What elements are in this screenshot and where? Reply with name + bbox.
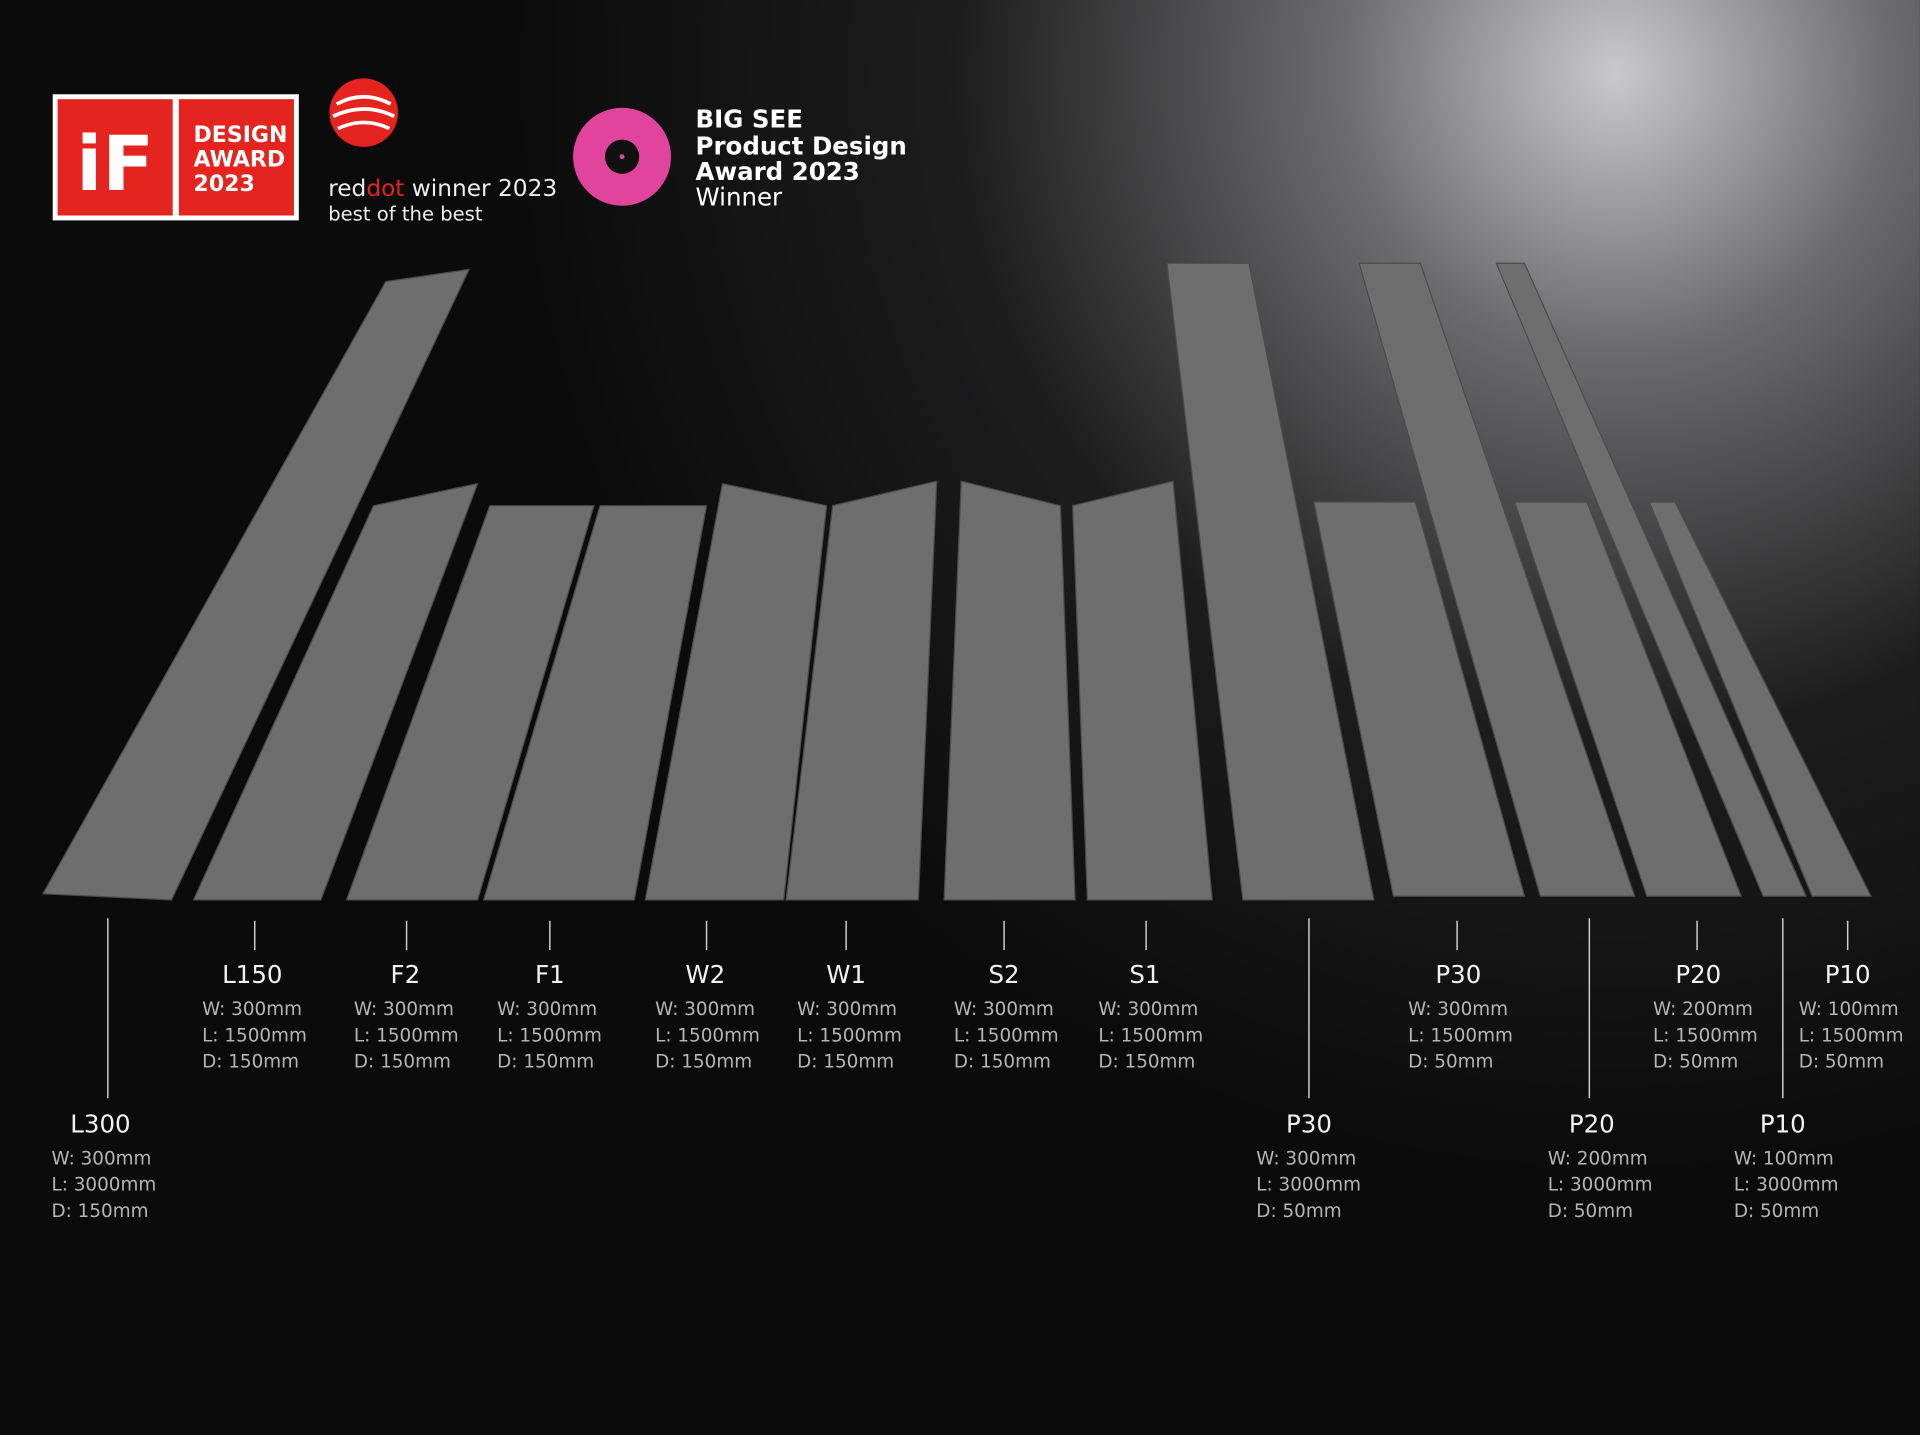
product-spec: W: 300mm <box>655 999 755 1020</box>
product-spec: D: 150mm <box>797 1052 894 1073</box>
product-name: L300 <box>70 1110 130 1139</box>
product-name: L150 <box>222 960 282 989</box>
product-spec: D: 50mm <box>1799 1052 1884 1073</box>
product-spec: D: 150mm <box>954 1052 1051 1073</box>
product-spec: D: 150mm <box>497 1052 594 1073</box>
product-spec: W: 200mm <box>1653 999 1753 1020</box>
panel <box>943 480 1076 901</box>
if-line: DESIGN <box>194 123 288 148</box>
product-spec: L: 3000mm <box>1256 1175 1361 1196</box>
big-see-line: Award 2023 <box>696 157 860 186</box>
product-name: S2 <box>989 960 1020 989</box>
product-name: S1 <box>1129 960 1160 989</box>
product-spec: D: 150mm <box>354 1052 451 1073</box>
big-see-line: Product Design <box>696 131 907 160</box>
product-spec: D: 50mm <box>1256 1201 1341 1222</box>
panel <box>41 268 471 901</box>
product-spec: L: 1500mm <box>954 1025 1059 1046</box>
reddot-dot: dot <box>366 175 404 202</box>
product-spec: L: 1500mm <box>1653 1025 1758 1046</box>
product-name: W1 <box>826 960 866 989</box>
product-spec: L: 1500mm <box>202 1025 307 1046</box>
product-spec: D: 50mm <box>1548 1201 1633 1222</box>
reddot-tagline: best of the best <box>328 202 483 225</box>
if-line: AWARD <box>194 148 286 173</box>
panel <box>1495 262 1808 897</box>
product-spec: L: 3000mm <box>51 1175 156 1196</box>
big-see-line: BIG SEE <box>696 104 803 133</box>
product-name: P30 <box>1286 1110 1332 1139</box>
product-spec: W: 300mm <box>1256 1148 1356 1169</box>
if-logo: iF <box>76 120 154 208</box>
product-name: F1 <box>535 960 565 989</box>
product-spec: W: 200mm <box>1548 1148 1648 1169</box>
product-spec: D: 150mm <box>202 1052 299 1073</box>
product-spec: W: 300mm <box>954 999 1054 1020</box>
product-spec: W: 100mm <box>1799 999 1899 1020</box>
product-spec: D: 150mm <box>1098 1052 1195 1073</box>
product-spec: D: 150mm <box>655 1052 752 1073</box>
product-spec: W: 300mm <box>51 1148 151 1169</box>
if-line: 2023 <box>194 172 255 197</box>
product-spec: W: 100mm <box>1734 1148 1834 1169</box>
product-spec: L: 3000mm <box>1548 1175 1653 1196</box>
panel <box>1166 262 1375 901</box>
product-spec: L: 3000mm <box>1734 1175 1839 1196</box>
product-spec: W: 300mm <box>1098 999 1198 1020</box>
reddot-suffix: winner 2023 <box>412 175 557 202</box>
product-spec: W: 300mm <box>1408 999 1508 1020</box>
product-spec: W: 300mm <box>202 999 302 1020</box>
reddot-award: reddot winner 2023 best of the best <box>328 78 557 225</box>
if-award: iF DESIGN AWARD 2023 <box>52 94 299 221</box>
panel <box>482 505 708 901</box>
product-spec: L: 1500mm <box>1799 1025 1904 1046</box>
panel <box>1313 501 1526 897</box>
product-spec: L: 1500mm <box>655 1025 760 1046</box>
labels: L300 W: 300mm L: 3000mm D: 150mm L150 W: 300m… <box>51 918 1903 1222</box>
panel <box>644 482 828 901</box>
big-see-line: Winner <box>696 183 784 212</box>
product-spec: D: 150mm <box>51 1201 148 1222</box>
panels <box>41 262 1872 901</box>
product-spec: D: 50mm <box>1734 1201 1819 1222</box>
product-spec: L: 1500mm <box>1098 1025 1203 1046</box>
product-spec: L: 1500mm <box>1408 1025 1513 1046</box>
product-name: P10 <box>1760 1110 1806 1139</box>
reddot-red: red <box>328 175 366 202</box>
product-spec: W: 300mm <box>354 999 454 1020</box>
product-spec: L: 1500mm <box>797 1025 902 1046</box>
panel <box>345 505 595 901</box>
product-spec: L: 1500mm <box>497 1025 602 1046</box>
panel <box>785 480 938 901</box>
product-name: F2 <box>391 960 421 989</box>
panel <box>1358 262 1636 897</box>
panel <box>1072 480 1213 901</box>
panel <box>1513 501 1743 897</box>
panel <box>1648 501 1872 897</box>
product-spec: D: 50mm <box>1408 1052 1493 1073</box>
big-see-award: BIG SEE Product Design Award 2023 Winner <box>573 104 907 212</box>
reddot-title: reddot winner 2023 <box>328 175 557 202</box>
product-spec: W: 300mm <box>797 999 897 1020</box>
product-spec: W: 300mm <box>497 999 597 1020</box>
product-spec: D: 50mm <box>1653 1052 1738 1073</box>
product-spec: L: 1500mm <box>354 1025 459 1046</box>
product-name: P20 <box>1675 960 1721 989</box>
product-name: P10 <box>1825 960 1871 989</box>
product-name: P20 <box>1569 1110 1615 1139</box>
product-name: W2 <box>685 960 725 989</box>
product-name: P30 <box>1435 960 1481 989</box>
panel <box>192 482 479 901</box>
